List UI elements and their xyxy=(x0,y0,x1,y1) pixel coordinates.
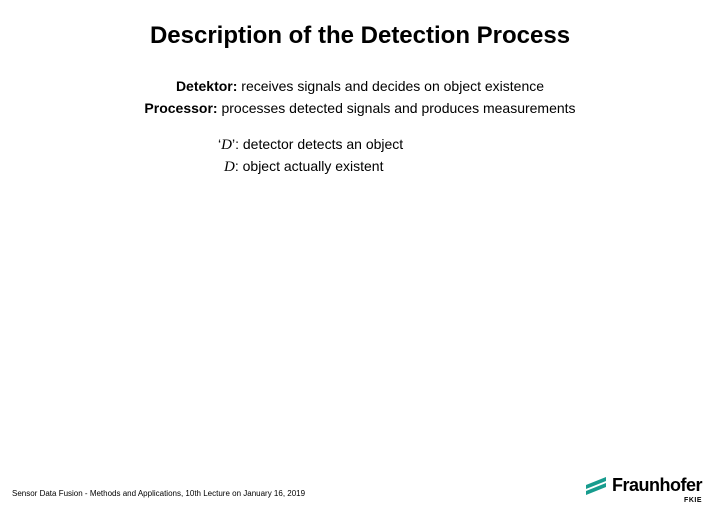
processor-text: processes detected signals and produces … xyxy=(218,100,576,116)
definitions: ‘D’: detector detects an object D: objec… xyxy=(0,136,720,176)
symbol-d1: D xyxy=(221,137,232,153)
fraunhofer-name: Fraunhofer xyxy=(612,475,702,496)
def-d1-text: : detector detects an object xyxy=(235,136,403,152)
processor-label: Processor: xyxy=(144,100,217,116)
symbol-d2: D xyxy=(224,159,235,175)
fraunhofer-sub: FKIE xyxy=(684,497,702,504)
detektor-line: Detektor: receives signals and decides o… xyxy=(0,78,720,94)
fraunhofer-icon xyxy=(586,477,606,495)
fraunhofer-logo: Fraunhofer xyxy=(586,475,702,496)
footer-text: Sensor Data Fusion - Methods and Applica… xyxy=(12,489,305,498)
detektor-text: receives signals and decides on object e… xyxy=(237,78,544,94)
def-d2-text: : object actually existent xyxy=(235,158,384,174)
def-d-plain: D: object actually existent xyxy=(218,158,720,176)
page-title: Description of the Detection Process xyxy=(0,0,720,50)
detektor-label: Detektor: xyxy=(176,78,237,94)
content-block: Detektor: receives signals and decides o… xyxy=(0,78,720,176)
def-d-quoted: ‘D’: detector detects an object xyxy=(218,136,720,154)
processor-line: Processor: processes detected signals an… xyxy=(0,100,720,116)
